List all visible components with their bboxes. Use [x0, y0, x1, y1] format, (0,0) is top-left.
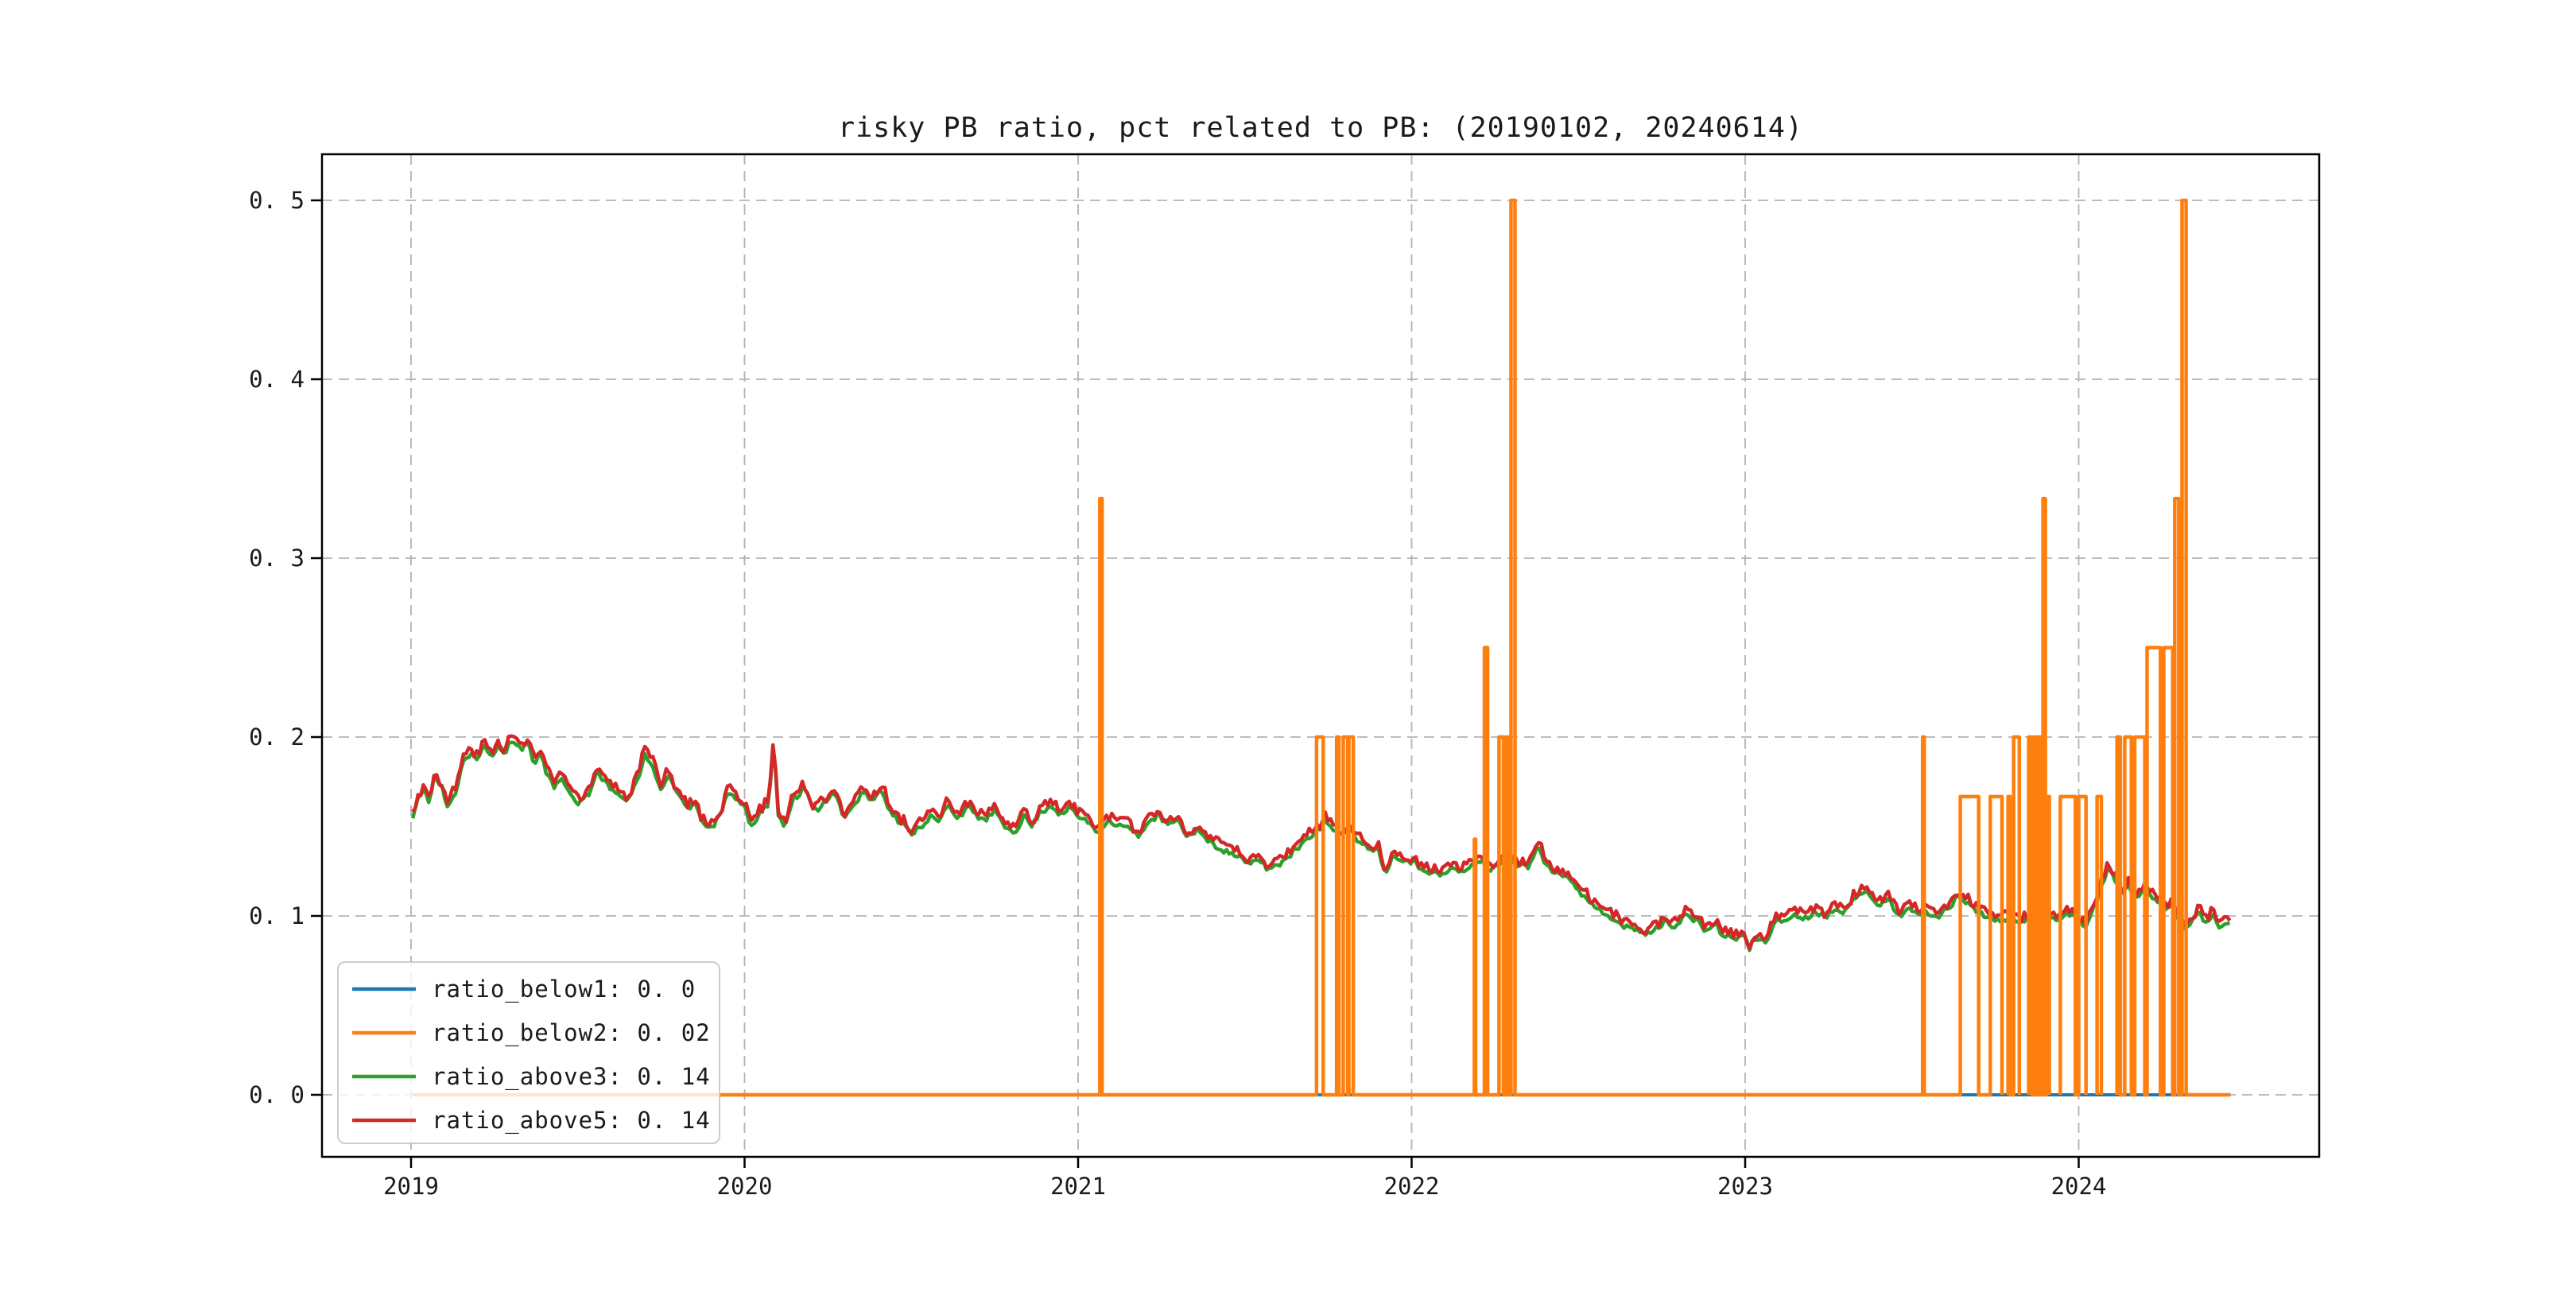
axis-ticks	[311, 199, 2080, 1168]
x-tick-label: 2021	[1050, 1173, 1106, 1200]
x-tick-label: 2020	[717, 1173, 773, 1200]
legend-box	[337, 961, 720, 1144]
series-lines	[410, 198, 2232, 1097]
legend-label: ratio_above5: 0. 14	[432, 1107, 711, 1135]
legend: ratio_below1: 0. 0 ratio_below2: 0. 02 rat…	[337, 961, 720, 1144]
series-line-ratio_above5	[411, 734, 2232, 951]
y-tick-label: 0. 4	[249, 366, 305, 393]
plot-border	[320, 153, 2321, 1158]
x-tick-label: 2024	[2051, 1173, 2107, 1200]
legend-entry: ratio_below2: 0. 02	[352, 1019, 711, 1047]
axis-tick-labels: 2019 2020 2021 2022 2023 2024 0. 0 0. 1 0. 2 0. 3…	[249, 187, 2106, 1200]
y-tick-label: 0. 2	[249, 724, 305, 751]
x-tick-label: 2019	[383, 1173, 439, 1200]
legend-label: ratio_below2: 0. 02	[432, 1019, 711, 1047]
series-line-ratio_above3	[410, 739, 2231, 953]
x-tick-label: 2023	[1717, 1173, 1773, 1200]
y-tick-label: 0. 3	[249, 545, 305, 572]
x-tick-label: 2022	[1384, 1173, 1440, 1200]
y-tick-label: 0. 1	[249, 902, 305, 929]
legend-label: ratio_below1: 0. 0	[432, 976, 696, 1003]
series-line-ratio_below2	[413, 198, 2231, 1097]
y-tick-label: 0. 5	[249, 187, 305, 214]
y-tick-label: 0. 0	[249, 1081, 305, 1108]
legend-entry: ratio_above5: 0. 14	[352, 1107, 711, 1135]
chart-title: risky PB ratio, pct related to PB: (2019…	[838, 112, 1803, 144]
legend-entry: ratio_above3: 0. 14	[352, 1063, 711, 1091]
legend-label: ratio_above3: 0. 14	[432, 1063, 711, 1091]
legend-entry: ratio_below1: 0. 0	[352, 976, 696, 1003]
